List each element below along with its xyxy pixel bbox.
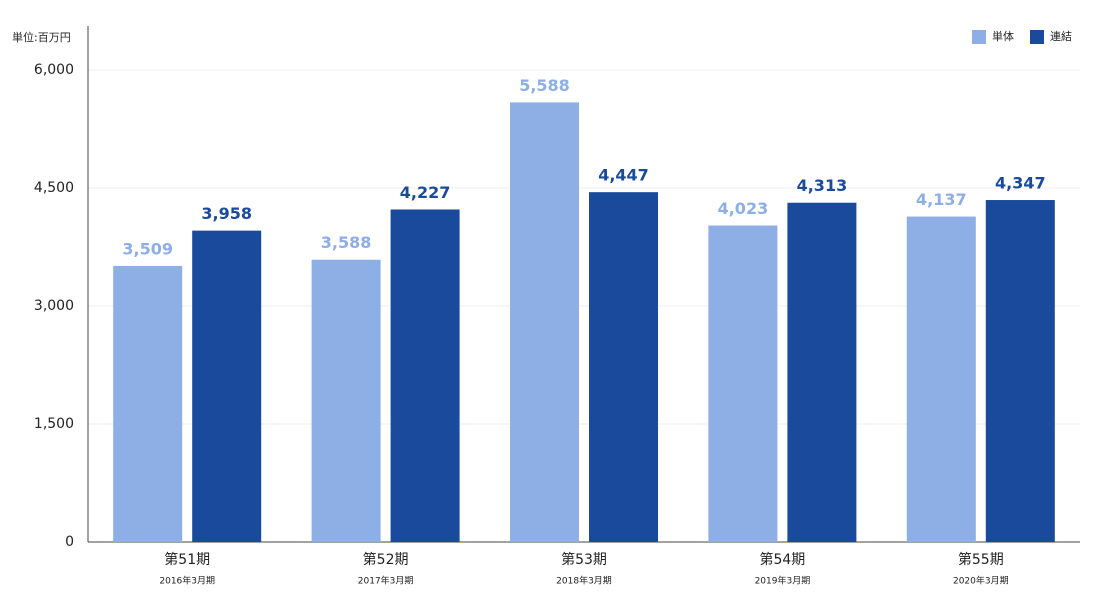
value-label: 3,588: [321, 233, 372, 252]
y-tick-label: 3,000: [34, 298, 74, 314]
x-tick-label: 第53期: [561, 551, 607, 568]
bar: [311, 259, 381, 542]
y-axis-label: 単位:百万円: [12, 30, 71, 44]
bar: [787, 202, 857, 542]
bar: [589, 192, 658, 543]
x-tick-label: 第55期: [958, 551, 1004, 568]
y-tick-label: 1,500: [34, 416, 74, 432]
value-label: 5,588: [519, 76, 570, 95]
bar: [985, 200, 1055, 542]
x-tick-label: 第51期: [164, 551, 210, 568]
bar: [906, 216, 976, 542]
bar: [510, 102, 579, 542]
bar: [113, 265, 183, 542]
bar: [708, 225, 778, 543]
value-label: 4,313: [797, 176, 848, 195]
value-label: 4,227: [400, 183, 451, 202]
legend-label: 単体: [992, 29, 1014, 43]
legend-label: 連結: [1050, 29, 1072, 43]
y-tick-label: 6,000: [34, 62, 74, 78]
x-tick-label: 第52期: [363, 551, 409, 568]
value-label: 4,023: [718, 199, 769, 218]
value-label: 4,447: [598, 166, 649, 185]
x-sub-label: 2018年3月期: [556, 575, 612, 587]
value-label: 4,347: [995, 174, 1046, 193]
x-sub-label: 2019年3月期: [755, 575, 811, 587]
x-sub-label: 2016年3月期: [159, 575, 215, 587]
value-label: 3,958: [201, 204, 252, 223]
value-label: 4,137: [916, 190, 967, 209]
legend-swatch: [1030, 30, 1044, 44]
bar: [390, 209, 460, 542]
y-tick-label: 0: [65, 534, 74, 550]
x-tick-label: 第54期: [759, 551, 805, 568]
legend-swatch: [972, 30, 986, 44]
x-sub-label: 2017年3月期: [358, 575, 414, 587]
bar: [192, 230, 262, 542]
value-label: 3,509: [122, 239, 173, 258]
y-tick-label: 4,500: [34, 180, 74, 196]
x-sub-label: 2020年3月期: [953, 575, 1009, 587]
